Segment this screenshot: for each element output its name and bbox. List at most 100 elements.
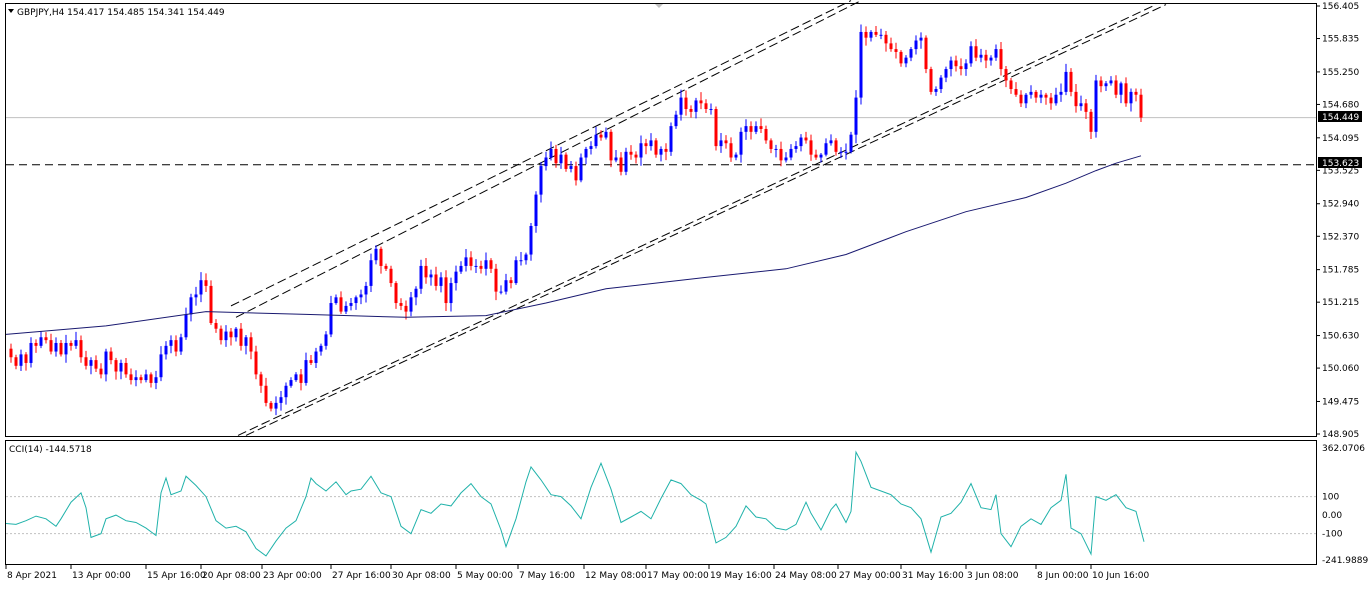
candle-body [724,140,728,144]
candle-body [399,303,403,306]
candle-body [289,380,293,386]
candle-body [1069,71,1073,92]
candle-body [969,46,973,64]
candle-body [44,337,48,341]
candle-body [509,280,513,284]
candle-body [164,345,168,355]
candle-body [314,351,318,363]
candle-body [789,148,793,158]
candle-body [999,49,1003,70]
price-tick-label: 153.525 [1322,166,1359,176]
candle-body [564,154,568,169]
candle-body [154,377,158,383]
trend-channel-line [237,4,1157,436]
candle-body [699,100,703,104]
candle-body [544,157,548,167]
candle-body [459,265,463,272]
candle-body [834,140,838,152]
candle-body [824,143,828,155]
time-tick-label: 23 Apr 00:00 [263,571,322,581]
candle-body [329,303,333,335]
candle-body [854,97,858,135]
candle-body [204,280,208,286]
candle-body [874,31,878,35]
candle-body [119,362,123,372]
price-panel-frame [5,3,1317,437]
candle-body [464,257,468,266]
cci-path [5,450,1145,557]
cci-tick-label: 0.00 [1322,511,1342,521]
candle-body [739,131,743,155]
price-tick-label: 152.370 [1322,232,1359,242]
candle-body [629,151,633,155]
candle-body [804,137,808,141]
candle-body [454,271,458,284]
candle-body [354,297,358,304]
time-tick-label: 24 May 08:00 [775,571,837,581]
cci-line [5,450,1145,557]
candle-body [429,274,433,278]
candle-body [864,31,868,38]
candle-body [449,283,453,304]
price-tick-label: 149.475 [1322,397,1359,407]
time-tick-label: 5 May 00:00 [457,571,513,581]
candle-body [669,126,673,152]
trend-channel-line [245,4,1167,436]
candle-body [494,268,498,292]
candle-body [304,360,308,383]
candle-body [709,109,713,111]
candle-body [869,31,873,38]
candle-body [1019,94,1023,104]
candle-body [524,254,528,261]
candle-body [1104,83,1108,87]
candle-body [634,154,638,158]
candle-body [1139,94,1143,118]
candle-body [559,154,563,164]
candle-body [899,51,903,64]
time-tick-label: 8 Jun 00:00 [1037,571,1089,581]
time-tick-label: 27 May 00:00 [839,571,901,581]
candle-body [159,354,163,378]
candle-body [884,34,888,44]
time-tick-label: 10 Jun 16:00 [1092,571,1149,581]
candle-body [49,340,53,352]
candle-body [244,337,248,346]
candle-body [1084,103,1088,112]
candle-body [414,288,418,298]
candle-body [774,148,778,150]
price-tick-label: 154.095 [1322,134,1359,144]
candle-body [954,60,958,67]
time-tick-label: 27 Apr 16:00 [332,571,391,581]
candle-body [1059,91,1063,95]
candle-body [769,140,773,149]
candle-body [599,134,603,138]
candle-body [684,97,688,110]
current-price-tag: 154.449 [1318,111,1362,123]
candle-body [479,265,483,269]
candle-body [729,143,733,158]
candle-body [1054,94,1058,104]
candle-body [1014,89,1018,95]
menu-triangle-icon[interactable] [8,9,14,13]
candle-body [814,154,818,158]
candle-body [1099,80,1103,87]
price-tick-label: 151.785 [1322,266,1359,276]
candle-body [174,340,178,352]
candle-body [264,385,268,403]
time-tick-label: 8 Apr 2021 [7,571,57,581]
candle-body [109,351,113,361]
shift-marker-icon[interactable] [655,4,663,8]
candle-body [1114,80,1118,95]
candle-body [904,57,908,64]
candle-body [139,377,143,381]
candle-body [239,328,243,346]
candle-body [504,280,508,292]
candle-body [394,283,398,304]
svg-text:154.449: 154.449 [1322,113,1359,123]
candle-body [269,402,273,409]
candle-body [99,368,103,375]
candle-body [909,49,913,58]
candle-body [764,128,768,141]
price-tick-label: 155.250 [1322,68,1359,78]
